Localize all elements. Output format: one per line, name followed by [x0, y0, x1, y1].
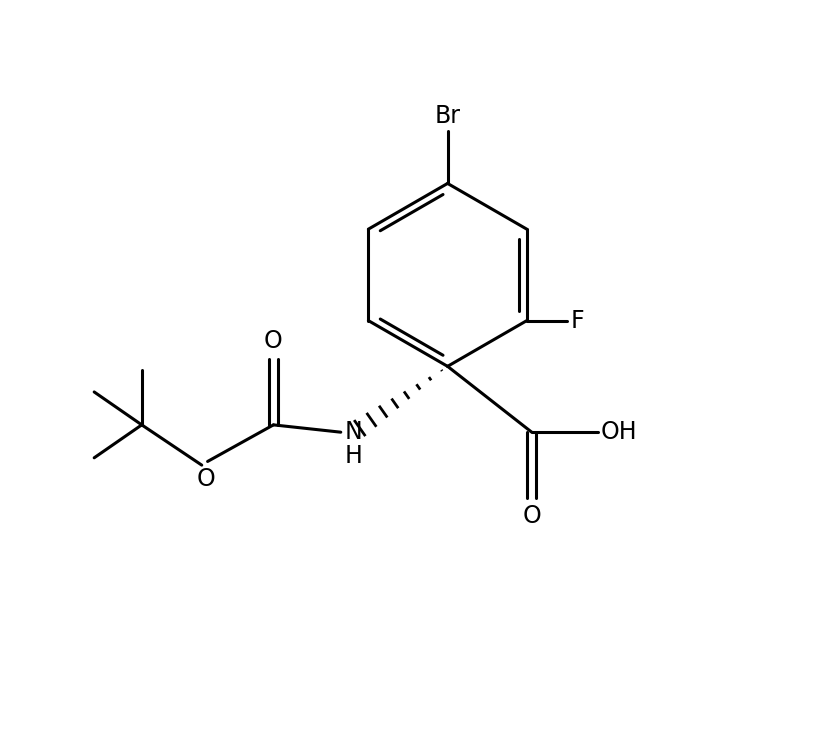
Text: OH: OH	[601, 420, 637, 444]
Text: N: N	[345, 420, 363, 444]
Text: F: F	[570, 309, 584, 332]
Text: O: O	[522, 504, 541, 528]
Text: O: O	[264, 329, 283, 353]
Text: H: H	[345, 443, 363, 468]
Text: Br: Br	[435, 104, 460, 128]
Text: O: O	[196, 468, 215, 491]
